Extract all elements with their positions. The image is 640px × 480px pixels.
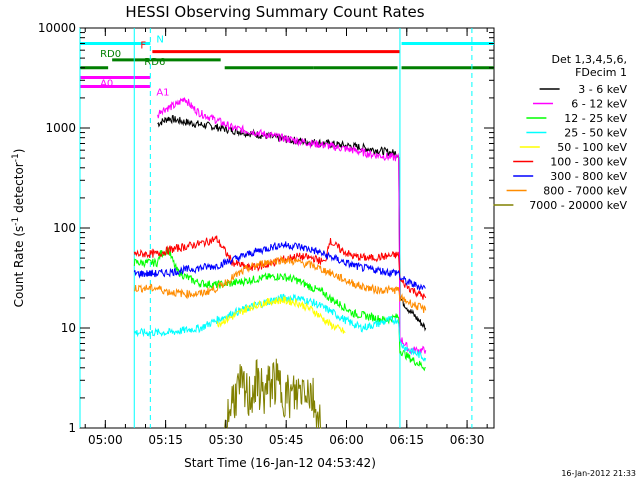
series-line xyxy=(216,295,346,334)
y-tick-label: 10000 xyxy=(38,21,76,35)
series-line xyxy=(157,96,427,355)
legend-entry: 25 - 50 keV xyxy=(564,127,627,140)
flag-label: RD6 xyxy=(144,57,165,68)
flag-label: A0 xyxy=(100,78,113,89)
y-tick-label: 10 xyxy=(61,321,76,335)
flag-label: RD0 xyxy=(100,49,121,60)
legend-header-2: FDecim 1 xyxy=(575,66,627,79)
series-line xyxy=(133,293,427,363)
flag-label: F xyxy=(140,41,146,52)
series-line xyxy=(134,255,427,313)
legend-entry: 6 - 12 keV xyxy=(571,98,627,111)
legend-entry: 300 - 800 keV xyxy=(550,170,627,183)
legend: Det 1,3,4,5,6, FDecim 1 3 - 6 keV 6 - 12 … xyxy=(493,53,627,212)
timestamp: 16-Jan-2012 21:33 xyxy=(561,469,636,478)
attenuator-lines xyxy=(79,28,473,428)
y-axis-ticks: 1 10 100 1000 10000 xyxy=(38,21,494,435)
y-label-end: ) xyxy=(12,149,26,154)
series-line xyxy=(133,241,426,292)
legend-entry: 100 - 300 keV xyxy=(550,156,627,169)
y-label-main: Count Rate (s xyxy=(12,226,26,308)
chart-title: HESSI Observing Summary Count Rates xyxy=(125,3,424,21)
legend-entry: 7000 - 20000 keV xyxy=(529,199,627,212)
legend-header-1: Det 1,3,4,5,6, xyxy=(551,53,627,66)
x-tick-label: 05:15 xyxy=(148,433,183,447)
legend-entry: 800 - 7000 keV xyxy=(543,185,627,198)
legend-entry: 12 - 25 keV xyxy=(564,112,627,125)
x-tick-label: 06:15 xyxy=(389,433,424,447)
legend-entry: 50 - 100 keV xyxy=(557,141,627,154)
series-lines xyxy=(133,96,427,430)
y-tick-label: 1000 xyxy=(45,121,76,135)
y-tick-label: 1 xyxy=(68,421,76,435)
legend-entry: 3 - 6 keV xyxy=(578,83,627,96)
series-line xyxy=(157,115,427,332)
series-line xyxy=(224,358,322,430)
series-line xyxy=(133,235,427,300)
x-tick-label: 05:30 xyxy=(209,433,244,447)
x-tick-label: 06:30 xyxy=(450,433,485,447)
y-tick-label: 100 xyxy=(53,221,76,235)
instrument-flags: NF RD0 RD6 A0 A1 xyxy=(80,34,494,99)
x-axis-label: Start Time (16-Jan-12 04:53:42) xyxy=(184,456,376,470)
x-axis-ticks: 05:00 05:15 05:30 05:45 06:00 06:15 06:30 xyxy=(84,28,488,447)
y-label-sup2: -1 xyxy=(11,153,21,162)
y-label-mid: detector xyxy=(12,162,26,217)
flag-label: N xyxy=(156,34,163,45)
series-line xyxy=(133,247,426,372)
x-tick-label: 05:00 xyxy=(88,433,123,447)
x-tick-label: 05:45 xyxy=(269,433,304,447)
y-label-sup1: -1 xyxy=(11,217,21,226)
y-axis-label: Count Rate (s-1 detector-1) xyxy=(11,149,26,308)
flag-label: A1 xyxy=(156,88,169,99)
x-tick-label: 06:00 xyxy=(329,433,364,447)
